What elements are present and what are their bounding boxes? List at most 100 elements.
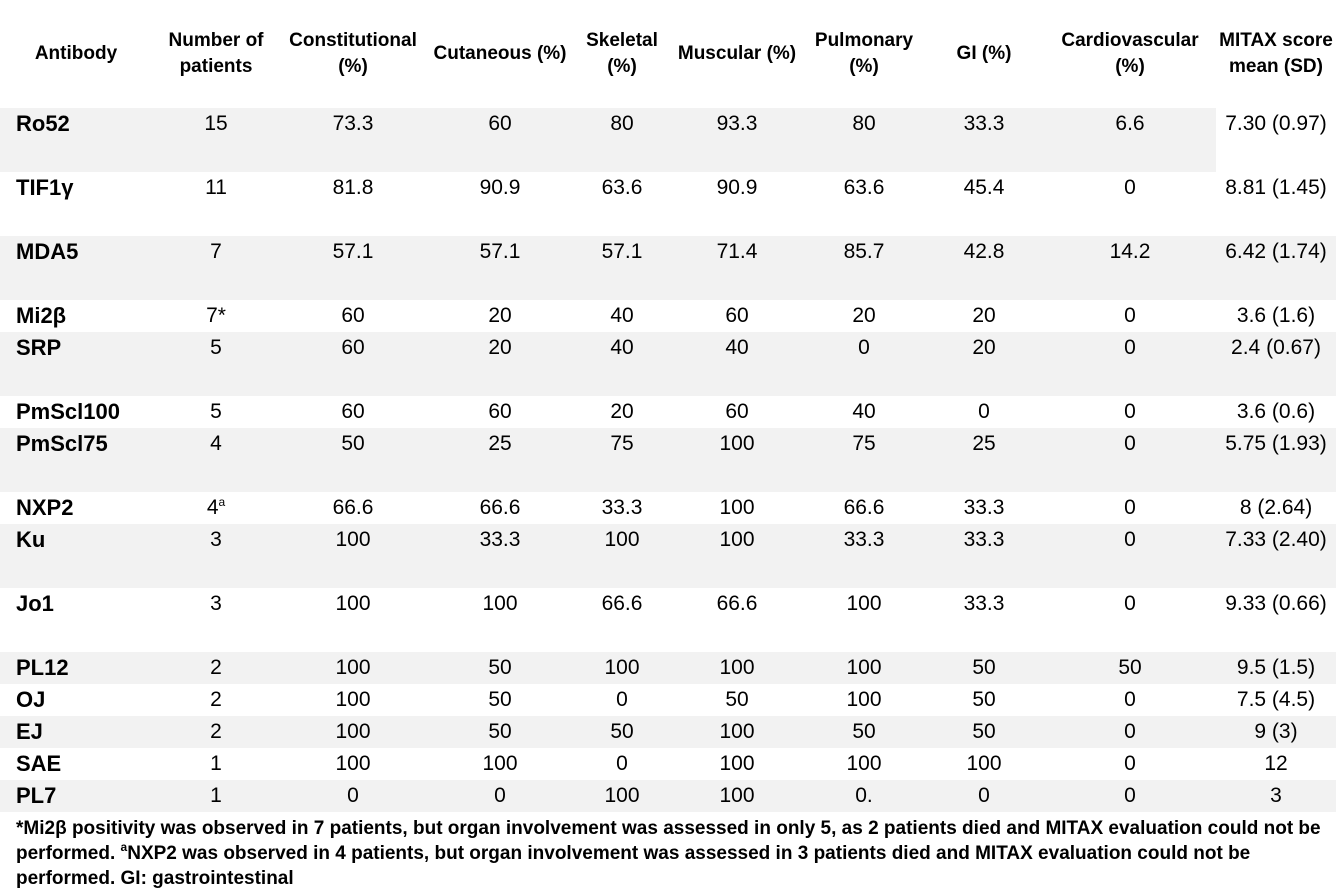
cell-number-of-patients: 3 <box>152 524 280 588</box>
cell-cutaneous-text: 60 <box>488 112 512 135</box>
cell-number-of-patients: 2 <box>152 652 280 684</box>
table-row: MDA5 7 57.1 57.1 57.1 71.4 85.7 42.8 14.2 6.42 (1… <box>0 236 1336 300</box>
cell-constitutional-text: 100 <box>335 752 371 775</box>
table-row: NXP2 4a 66.6 66.6 33.3 100 66.6 33.3 0 8 (2.64) <box>0 492 1336 524</box>
cell-constitutional: 100 <box>280 684 426 716</box>
cell-cutaneous-text: 66.6 <box>479 496 521 519</box>
header-constitutional: Constitutional (%) <box>289 30 417 77</box>
footnote-superscript: a <box>120 840 128 854</box>
cell-gi: 33.3 <box>924 492 1044 524</box>
cell-skeletal: 20 <box>574 396 670 428</box>
cell-cardiovascular: 0 <box>1044 332 1216 396</box>
cell-skeletal: 100 <box>574 780 670 812</box>
cell-cardiovascular-text: 0 <box>1124 592 1136 615</box>
cell-pulmonary: 85.7 <box>804 236 924 300</box>
cell-gi: 25 <box>924 428 1044 492</box>
cell-antibody: PL7 <box>0 780 152 812</box>
cell-number-of-patients: 5 <box>152 332 280 396</box>
cell-gi: 42.8 <box>924 236 1044 300</box>
cell-number-of-patients-text: 5 <box>210 400 222 423</box>
cell-constitutional-text: 100 <box>335 688 371 711</box>
cell-muscular: 40 <box>670 332 804 396</box>
cell-antibody-text: PmScl75 <box>16 431 108 456</box>
cell-cardiovascular-text: 0 <box>1124 336 1136 359</box>
table-body: Ro52 15 73.3 60 80 93.3 80 33.3 6.6 7.30 (0.97) TI… <box>0 108 1336 812</box>
cell-mitax: 6.42 (1.74) <box>1216 236 1336 300</box>
cell-muscular: 100 <box>670 652 804 684</box>
cell-cutaneous: 0 <box>426 780 574 812</box>
cell-constitutional: 0 <box>280 780 426 812</box>
cell-cardiovascular: 6.6 <box>1044 108 1216 172</box>
cell-gi: 33.3 <box>924 524 1044 588</box>
cell-mitax: 5.75 (1.93) <box>1216 428 1336 492</box>
header-cardiovascular: Cardiovascular (%) <box>1061 30 1199 77</box>
cell-skeletal-text: 0 <box>616 752 628 775</box>
cell-antibody: TIF1γ <box>0 172 152 236</box>
table-row: SAE 1 100 100 0 100 100 100 0 12 <box>0 748 1336 780</box>
cell-number-of-patients: 7* <box>152 300 280 332</box>
cell-cutaneous-text: 25 <box>488 432 512 455</box>
header-muscular: Muscular (%) <box>677 43 797 64</box>
cell-constitutional-text: 57.1 <box>332 240 374 263</box>
cell-mitax-text: 7.5 (4.5) <box>1236 688 1316 711</box>
cell-number-of-patients-text: 1 <box>210 784 222 807</box>
cell-mitax: 8 (2.64) <box>1216 492 1336 524</box>
cell-number-of-patients-text: 2 <box>210 688 222 711</box>
cell-cutaneous-text: 100 <box>482 592 518 615</box>
cell-mitax-text: 8 (2.64) <box>1239 496 1313 519</box>
cell-cardiovascular: 0 <box>1044 300 1216 332</box>
cell-muscular-text: 100 <box>719 752 755 775</box>
cell-constitutional: 66.6 <box>280 492 426 524</box>
cell-constitutional: 100 <box>280 748 426 780</box>
table-row: PmScl100 5 60 60 20 60 40 0 0 3.6 (0.6) <box>0 396 1336 428</box>
cell-skeletal: 100 <box>574 652 670 684</box>
table-row: Mi2β 7* 60 20 40 60 20 20 0 3.6 (1.6) <box>0 300 1336 332</box>
cell-muscular: 71.4 <box>670 236 804 300</box>
cell-skeletal: 63.6 <box>574 172 670 236</box>
cell-number-of-patients: 3 <box>152 588 280 652</box>
cell-number-of-patients: 2 <box>152 716 280 748</box>
cell-cutaneous: 25 <box>426 428 574 492</box>
cell-antibody-text: PL12 <box>16 655 69 680</box>
cell-cutaneous: 100 <box>426 748 574 780</box>
cell-cutaneous: 33.3 <box>426 524 574 588</box>
cell-cardiovascular-text: 50 <box>1118 656 1142 679</box>
cell-cardiovascular-text: 0 <box>1124 752 1136 775</box>
cell-gi: 50 <box>924 652 1044 684</box>
cell-constitutional: 100 <box>280 588 426 652</box>
cell-cardiovascular-text: 0 <box>1124 528 1136 551</box>
table-row: Jo1 3 100 100 66.6 66.6 100 33.3 0 9.33 (0.66) <box>0 588 1336 652</box>
cell-gi-text: 50 <box>972 688 996 711</box>
cell-cutaneous: 20 <box>426 332 574 396</box>
cell-muscular-text: 100 <box>719 784 755 807</box>
cell-gi: 45.4 <box>924 172 1044 236</box>
cell-cardiovascular: 0 <box>1044 172 1216 236</box>
table-row: PL12 2 100 50 100 100 100 50 50 9.5 (1.5) <box>0 652 1336 684</box>
table-row: Ku 3 100 33.3 100 100 33.3 33.3 0 7.33 (2.40) <box>0 524 1336 588</box>
cell-cardiovascular: 0 <box>1044 588 1216 652</box>
cell-constitutional-text: 0 <box>347 784 359 807</box>
cell-cutaneous-text: 20 <box>488 336 512 359</box>
cell-antibody-text: OJ <box>16 687 46 712</box>
cell-gi-text: 20 <box>972 336 996 359</box>
cell-pulmonary-text: 66.6 <box>843 496 885 519</box>
cell-antibody-text: NXP2 <box>16 495 74 520</box>
cell-constitutional: 50 <box>280 428 426 492</box>
cell-skeletal: 0 <box>574 748 670 780</box>
cell-number-of-patients: 7 <box>152 236 280 300</box>
cell-cutaneous-text: 50 <box>488 656 512 679</box>
cell-number-of-patients-text: 2 <box>210 720 222 743</box>
cell-muscular: 60 <box>670 300 804 332</box>
cell-cardiovascular: 0 <box>1044 716 1216 748</box>
cell-gi-text: 0 <box>978 784 990 807</box>
cell-pulmonary: 80 <box>804 108 924 172</box>
cell-cardiovascular: 0 <box>1044 748 1216 780</box>
cell-cutaneous-text: 60 <box>488 400 512 423</box>
cell-skeletal: 66.6 <box>574 588 670 652</box>
cell-gi-text: 33.3 <box>963 496 1005 519</box>
table-row: PL7 1 0 0 100 100 0. 0 0 3 <box>0 780 1336 812</box>
cell-pulmonary-text: 75 <box>852 432 876 455</box>
cell-skeletal: 100 <box>574 524 670 588</box>
cell-skeletal-text: 50 <box>610 720 634 743</box>
header-row: Antibody Number of patients Constitution… <box>0 0 1336 108</box>
